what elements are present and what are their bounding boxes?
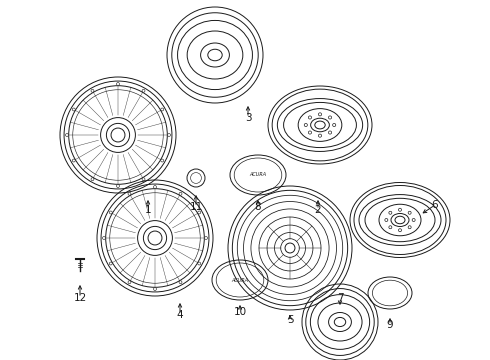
Circle shape [73,108,75,111]
Circle shape [408,226,411,229]
Circle shape [142,178,145,181]
Circle shape [142,89,145,92]
Circle shape [128,281,131,284]
Circle shape [205,237,207,239]
Circle shape [398,208,401,211]
Circle shape [412,219,415,221]
Circle shape [153,288,156,291]
Circle shape [117,185,120,188]
Circle shape [328,116,332,119]
Circle shape [389,226,392,229]
Circle shape [333,123,336,127]
Text: ACURA: ACURA [249,172,267,177]
Circle shape [102,237,105,239]
Circle shape [128,192,131,195]
Text: 7: 7 [337,293,343,303]
Circle shape [398,229,401,232]
Text: 3: 3 [245,113,251,123]
Circle shape [153,185,156,188]
Circle shape [161,159,164,162]
Text: 11: 11 [189,202,203,212]
Circle shape [109,262,112,265]
Text: 9: 9 [387,320,393,330]
Circle shape [385,219,388,221]
Circle shape [73,159,75,162]
Circle shape [285,243,295,253]
Circle shape [91,89,94,92]
Circle shape [389,211,392,214]
Circle shape [198,262,200,265]
Circle shape [318,113,321,116]
Circle shape [318,134,321,137]
Circle shape [308,131,312,134]
Text: 4: 4 [177,310,183,320]
Text: 5: 5 [287,315,294,325]
Text: 6: 6 [432,200,439,210]
Circle shape [168,134,171,136]
Circle shape [304,123,307,127]
Text: 2: 2 [315,205,321,215]
Circle shape [66,134,69,136]
Circle shape [308,116,312,119]
Text: 10: 10 [233,307,246,317]
Circle shape [198,211,200,214]
Text: 8: 8 [255,202,261,212]
Circle shape [179,281,182,284]
Circle shape [117,82,120,85]
Circle shape [408,211,411,214]
Circle shape [179,192,182,195]
Circle shape [328,131,332,134]
Text: 12: 12 [74,293,87,303]
Circle shape [161,108,164,111]
Text: ACURA: ACURA [231,278,248,283]
Text: 1: 1 [145,205,151,215]
Circle shape [109,211,112,214]
Circle shape [91,178,94,181]
